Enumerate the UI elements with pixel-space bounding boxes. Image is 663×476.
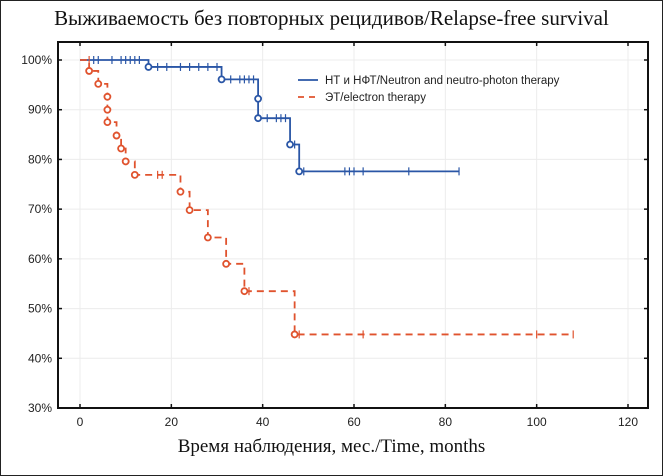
chart-title: Выживаемость без повторных рецидивов/Rel… [54,6,609,30]
event-marker [222,259,231,268]
event-marker [290,330,299,339]
y-tick-label: 60% [28,252,52,266]
series-group [80,56,574,339]
event-marker [103,92,112,101]
event-marker [176,187,185,196]
x-tick-label: 40 [256,415,270,429]
x-tick-label: 0 [77,415,84,429]
event-marker [240,287,249,296]
legend-label: ЭТ/electron therapy [325,92,426,104]
x-tick-label: 120 [618,415,638,429]
y-tick-label: 30% [28,401,52,415]
series-electron-therapy [80,56,574,339]
y-tick-label: 40% [28,351,52,365]
y-tick-label: 80% [28,152,52,166]
event-marker [121,157,130,166]
event-marker [103,118,112,127]
event-marker [130,170,139,179]
x-tick-label: 80 [439,415,453,429]
y-tick-label: 50% [28,302,52,316]
event-marker [217,75,226,84]
event-marker [117,144,125,153]
event-marker [85,67,94,75]
series-neutron-therapy [80,56,460,176]
event-marker [103,105,112,114]
event-marker [203,233,212,242]
event-marker [254,114,263,123]
event-marker [94,79,103,88]
y-tick-label: 90% [28,103,52,117]
x-axis-ticks: 0 20 40 60 80 100 120 [77,42,638,429]
x-axis-label: Время наблюдения, мес./Time, months [177,436,486,457]
x-tick-label: 20 [165,415,179,429]
x-tick-label: 100 [527,415,547,429]
event-marker [295,167,304,176]
event-marker [286,140,294,149]
event-marker [254,94,263,103]
y-tick-label: 70% [28,202,52,216]
plot-area [57,41,649,409]
x-tick-label: 60 [347,415,361,429]
event-marker [112,131,121,140]
event-marker [144,63,153,71]
legend: НТ и НФТ/Neutron and neutro-photon thera… [298,75,560,104]
legend-label: НТ и НФТ/Neutron and neutro-photon thera… [325,75,560,87]
y-axis-ticks: 30% 40% 50% 60% 70% 80% 90% 100% [21,53,648,415]
y-tick-label: 100% [21,53,52,67]
event-marker [185,206,194,215]
